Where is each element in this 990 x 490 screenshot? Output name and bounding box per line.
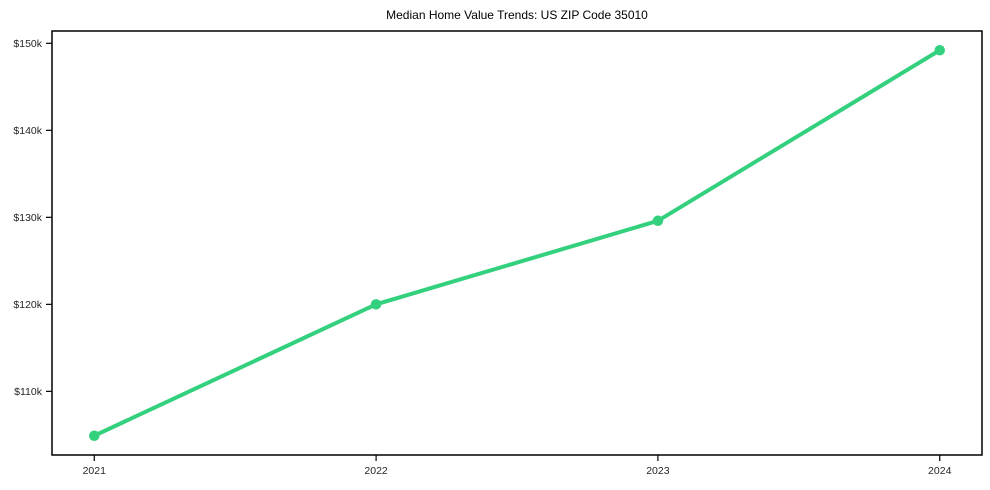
data-point-2021 [89,430,100,441]
x-tick-label: 2023 [646,465,670,477]
data-point-2022 [370,299,382,310]
y-tick-label: $140k [13,125,42,137]
data-point-2023 [652,215,664,227]
chart-title: Median Home Value Trends: US ZIP Code 35… [386,8,648,22]
y-tick-label: $130k [13,212,42,224]
y-tick-label: $110k [14,386,43,398]
trend-line [92,48,942,438]
data-point-2024 [934,45,945,56]
y-tick-label: $150k [13,38,42,50]
x-tick-label: 2024 [928,465,952,477]
x-tick-label: 2021 [83,465,107,477]
x-tick-label: 2022 [364,465,388,477]
plot-border [51,30,983,456]
y-tick-label: $120k [13,299,42,311]
